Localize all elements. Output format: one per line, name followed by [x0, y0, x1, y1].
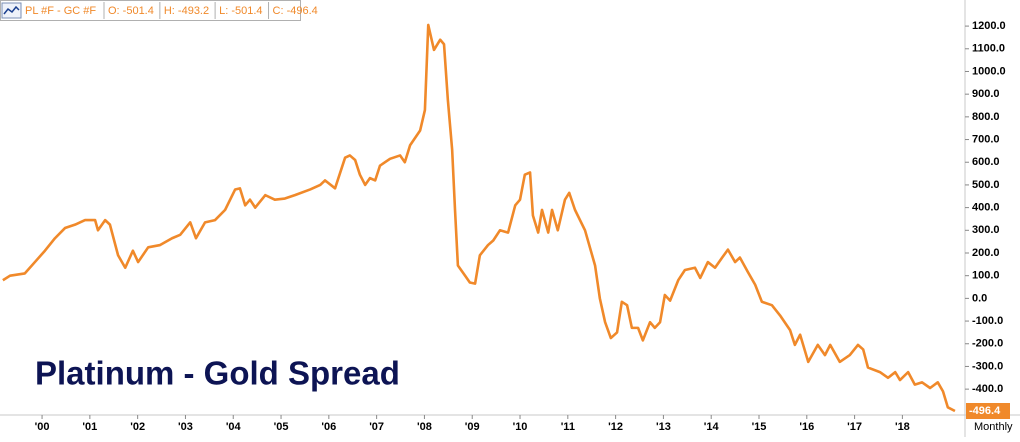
y-tick-label: 300.0: [972, 224, 1000, 236]
period-label: Monthly: [974, 421, 1013, 433]
legend-icon: [1, 2, 22, 19]
ohlc-label: L: -501.4: [219, 5, 262, 17]
y-tick-label: 600.0: [972, 156, 1000, 168]
y-tick-label: 1000.0: [972, 65, 1006, 77]
x-tick-label: '18: [895, 421, 910, 433]
symbol-label: PL #F - GC #F: [25, 5, 96, 17]
y-tick-label: 0.0: [972, 292, 987, 304]
legend-icon-line: [3, 5, 20, 15]
x-tick-label: '13: [656, 421, 671, 433]
x-tick-label: '11: [561, 421, 575, 433]
chart-title: Platinum - Gold Spread: [35, 355, 400, 392]
x-tick-label: '01: [82, 421, 97, 433]
last-value-tag: [966, 403, 1010, 420]
x-tick-label: '17: [847, 421, 862, 433]
x-tick-label: '07: [369, 421, 384, 433]
x-tick-label: '02: [130, 421, 145, 433]
x-tick-label: '12: [608, 421, 623, 433]
y-tick-label: 1200.0: [972, 20, 1006, 32]
ohlc-label: C: -496.4: [273, 5, 318, 17]
x-tick-label: '15: [752, 421, 767, 433]
ohlc-label: O: -501.4: [108, 5, 154, 17]
y-tick-label: 200.0: [972, 247, 1000, 259]
x-tick-label: '14: [704, 421, 720, 433]
last-value-label: -496.4: [969, 405, 1001, 417]
x-tick-label: '05: [274, 421, 289, 433]
ohlc-label: H: -493.2: [164, 5, 209, 17]
y-tick-label: -200.0: [972, 338, 1003, 350]
x-tick-label: '10: [513, 421, 528, 433]
x-tick-label: '08: [417, 421, 432, 433]
x-tick-label: '00: [35, 421, 50, 433]
y-tick-label: 700.0: [972, 133, 1000, 145]
y-tick-label: 1100.0: [972, 43, 1005, 55]
x-tick-label: '06: [321, 421, 336, 433]
x-tick-label: '03: [178, 421, 193, 433]
y-tick-label: 900.0: [972, 88, 1000, 100]
x-tick-label: '04: [226, 421, 242, 433]
y-tick-label: 500.0: [972, 179, 1000, 191]
y-tick-label: 800.0: [972, 111, 1000, 123]
data-line: [2, 23, 956, 413]
y-tick-label: -400.0: [972, 383, 1003, 395]
legend-box: [0, 0, 301, 21]
y-tick-label: 400.0: [972, 202, 1000, 214]
y-tick-label: -300.0: [972, 360, 1003, 372]
y-tick-label: 100.0: [972, 270, 1000, 282]
y-tick-label: -100.0: [972, 315, 1003, 327]
x-tick-label: '16: [799, 421, 814, 433]
x-tick-label: '09: [465, 421, 480, 433]
